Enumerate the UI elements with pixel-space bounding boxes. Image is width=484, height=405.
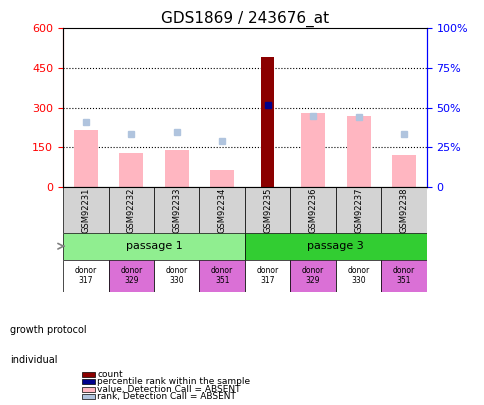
Text: GSM92231: GSM92231 bbox=[81, 187, 90, 232]
Bar bbox=[119, 153, 143, 187]
Text: donor
329: donor 329 bbox=[120, 266, 142, 286]
Text: donor
330: donor 330 bbox=[347, 266, 369, 286]
FancyBboxPatch shape bbox=[290, 187, 335, 232]
Bar bbox=[261, 58, 273, 187]
FancyBboxPatch shape bbox=[199, 187, 244, 232]
Text: GSM92233: GSM92233 bbox=[172, 187, 181, 232]
FancyBboxPatch shape bbox=[63, 232, 244, 260]
Title: GDS1869 / 243676_at: GDS1869 / 243676_at bbox=[161, 11, 328, 27]
Bar bbox=[392, 156, 415, 187]
Text: passage 3: passage 3 bbox=[307, 241, 363, 251]
FancyBboxPatch shape bbox=[335, 260, 380, 292]
Bar bbox=[301, 113, 324, 187]
FancyBboxPatch shape bbox=[335, 187, 380, 232]
FancyBboxPatch shape bbox=[380, 260, 426, 292]
Text: GSM92234: GSM92234 bbox=[217, 187, 226, 232]
Text: count: count bbox=[97, 370, 122, 379]
Text: value, Detection Call = ABSENT: value, Detection Call = ABSENT bbox=[97, 385, 240, 394]
Text: rank, Detection Call = ABSENT: rank, Detection Call = ABSENT bbox=[97, 392, 235, 401]
Text: growth protocol: growth protocol bbox=[10, 325, 86, 335]
Bar bbox=[165, 150, 188, 187]
FancyBboxPatch shape bbox=[290, 260, 335, 292]
FancyBboxPatch shape bbox=[199, 260, 244, 292]
Text: donor
317: donor 317 bbox=[256, 266, 278, 286]
Text: GSM92238: GSM92238 bbox=[399, 187, 408, 232]
Text: individual: individual bbox=[10, 356, 57, 365]
FancyBboxPatch shape bbox=[108, 260, 153, 292]
FancyBboxPatch shape bbox=[244, 187, 290, 232]
Bar bbox=[74, 130, 97, 187]
FancyBboxPatch shape bbox=[63, 260, 108, 292]
FancyBboxPatch shape bbox=[63, 187, 108, 232]
Text: percentile rank within the sample: percentile rank within the sample bbox=[97, 377, 250, 386]
Text: donor
317: donor 317 bbox=[75, 266, 97, 286]
FancyBboxPatch shape bbox=[244, 260, 290, 292]
Bar bbox=[210, 170, 234, 187]
Text: passage 1: passage 1 bbox=[125, 241, 182, 251]
Bar bbox=[346, 116, 370, 187]
FancyBboxPatch shape bbox=[153, 187, 199, 232]
Text: GSM92237: GSM92237 bbox=[353, 187, 363, 232]
FancyBboxPatch shape bbox=[380, 187, 426, 232]
FancyBboxPatch shape bbox=[108, 187, 153, 232]
Text: GSM92232: GSM92232 bbox=[126, 187, 136, 232]
Text: GSM92236: GSM92236 bbox=[308, 187, 317, 232]
Text: donor
351: donor 351 bbox=[211, 266, 233, 286]
Text: donor
330: donor 330 bbox=[165, 266, 187, 286]
FancyBboxPatch shape bbox=[153, 260, 199, 292]
Text: donor
351: donor 351 bbox=[392, 266, 414, 286]
Text: GSM92235: GSM92235 bbox=[263, 187, 272, 232]
FancyBboxPatch shape bbox=[244, 232, 426, 260]
Text: donor
329: donor 329 bbox=[302, 266, 324, 286]
